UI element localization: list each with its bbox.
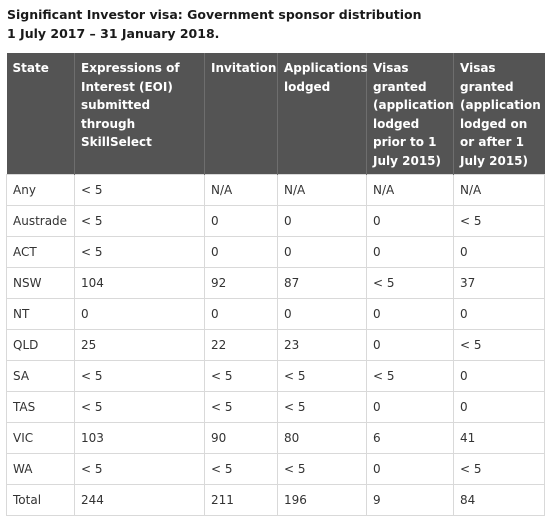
caption-date-range: 1 July 2017 – 31 January 2018. <box>7 26 220 41</box>
cell-state: ACT <box>6 236 75 268</box>
cell-applications-lodged: 80 <box>277 422 367 454</box>
cell-eoi-submitted: < 5 <box>74 360 205 392</box>
cell-visas-granted-after-2015: N/A <box>453 174 545 206</box>
caption-title: Significant Investor visa: Government sp… <box>7 7 422 22</box>
cell-visas-granted-before-2015: 9 <box>366 484 454 516</box>
cell-visas-granted-before-2015: 6 <box>366 422 454 454</box>
cell-visas-granted-before-2015: 0 <box>366 205 454 237</box>
cell-visas-granted-after-2015: 84 <box>453 484 545 516</box>
cell-eoi-submitted: < 5 <box>74 174 205 206</box>
cell-applications-lodged: 87 <box>277 267 367 299</box>
table-row: NT 0 0 0 0 0 <box>6 298 545 330</box>
header-row: State Expressions of Interest (EOI) subm… <box>6 53 545 175</box>
cell-applications-lodged: N/A <box>277 174 367 206</box>
cell-eoi-submitted: 103 <box>74 422 205 454</box>
cell-invitation: 22 <box>204 329 278 361</box>
cell-visas-granted-after-2015: 37 <box>453 267 545 299</box>
cell-invitation: 0 <box>204 205 278 237</box>
cell-applications-lodged: < 5 <box>277 391 367 423</box>
cell-state: TAS <box>6 391 75 423</box>
cell-visas-granted-after-2015: 41 <box>453 422 545 454</box>
header-eoi-submitted: Expressions of Interest (EOI) submitted … <box>74 53 205 175</box>
cell-invitation: < 5 <box>204 391 278 423</box>
cell-visas-granted-before-2015: 0 <box>366 391 454 423</box>
cell-eoi-submitted: 0 <box>74 298 205 330</box>
cell-invitation: < 5 <box>204 453 278 485</box>
cell-visas-granted-before-2015: 0 <box>366 329 454 361</box>
header-invitation: Invitation <box>204 53 278 175</box>
cell-applications-lodged: 23 <box>277 329 367 361</box>
cell-invitation: 92 <box>204 267 278 299</box>
cell-visas-granted-before-2015: 0 <box>366 453 454 485</box>
cell-applications-lodged: 0 <box>277 298 367 330</box>
cell-state: Austrade <box>6 205 75 237</box>
cell-visas-granted-after-2015: < 5 <box>453 453 545 485</box>
cell-state: SA <box>6 360 75 392</box>
cell-invitation: 0 <box>204 298 278 330</box>
cell-state: WA <box>6 453 75 485</box>
cell-applications-lodged: < 5 <box>277 360 367 392</box>
table-row: NSW 104 92 87 < 5 37 <box>6 267 545 299</box>
cell-state: Any <box>6 174 75 206</box>
cell-visas-granted-after-2015: 0 <box>453 391 545 423</box>
table-header: State Expressions of Interest (EOI) subm… <box>6 53 545 175</box>
cell-eoi-submitted: < 5 <box>74 205 205 237</box>
table-row: QLD 25 22 23 0 < 5 <box>6 329 545 361</box>
table-caption: Significant Investor visa: Government sp… <box>7 5 421 43</box>
cell-invitation: 90 <box>204 422 278 454</box>
header-applications-lodged: Applications lodged <box>277 53 368 175</box>
cell-eoi-submitted: < 5 <box>74 453 205 485</box>
cell-eoi-submitted: 25 <box>74 329 205 361</box>
cell-visas-granted-before-2015: 0 <box>366 298 454 330</box>
table-row: Austrade < 5 0 0 0 < 5 <box>6 205 545 237</box>
cell-visas-granted-after-2015: 0 <box>453 236 545 268</box>
cell-eoi-submitted: 104 <box>74 267 205 299</box>
cell-state: Total <box>6 484 75 516</box>
table-row: Total 244 211 196 9 84 <box>6 484 545 516</box>
cell-eoi-submitted: < 5 <box>74 391 205 423</box>
table-body: Any < 5 N/A N/A N/A N/A Austrade < 5 0 0 0 < 5 ACT < … <box>6 174 545 516</box>
cell-invitation: 211 <box>204 484 278 516</box>
header-visas-granted-after-2015: Visas granted (application lodged on or … <box>453 53 545 175</box>
cell-visas-granted-after-2015: < 5 <box>453 329 545 361</box>
cell-eoi-submitted: 244 <box>74 484 205 516</box>
cell-invitation: N/A <box>204 174 278 206</box>
cell-applications-lodged: 0 <box>277 205 367 237</box>
cell-visas-granted-before-2015: < 5 <box>366 360 454 392</box>
cell-applications-lodged: 196 <box>277 484 367 516</box>
cell-visas-granted-after-2015: 0 <box>453 298 545 330</box>
cell-invitation: 0 <box>204 236 278 268</box>
cell-applications-lodged: 0 <box>277 236 367 268</box>
cell-visas-granted-after-2015: < 5 <box>453 205 545 237</box>
sponsor-distribution-table: State Expressions of Interest (EOI) subm… <box>6 53 545 516</box>
cell-state: NSW <box>6 267 75 299</box>
cell-applications-lodged: < 5 <box>277 453 367 485</box>
cell-visas-granted-before-2015: N/A <box>366 174 454 206</box>
cell-state: QLD <box>6 329 75 361</box>
table-row: WA < 5 < 5 < 5 0 < 5 <box>6 453 545 485</box>
cell-visas-granted-after-2015: 0 <box>453 360 545 392</box>
table-row: Any < 5 N/A N/A N/A N/A <box>6 174 545 206</box>
cell-state: VIC <box>6 422 75 454</box>
cell-state: NT <box>6 298 75 330</box>
cell-eoi-submitted: < 5 <box>74 236 205 268</box>
table-row: VIC 103 90 80 6 41 <box>6 422 545 454</box>
cell-visas-granted-before-2015: 0 <box>366 236 454 268</box>
cell-invitation: < 5 <box>204 360 278 392</box>
header-state: State <box>6 53 75 175</box>
cell-visas-granted-before-2015: < 5 <box>366 267 454 299</box>
header-visas-granted-before-2015: Visas granted (application lodged prior … <box>366 53 454 175</box>
